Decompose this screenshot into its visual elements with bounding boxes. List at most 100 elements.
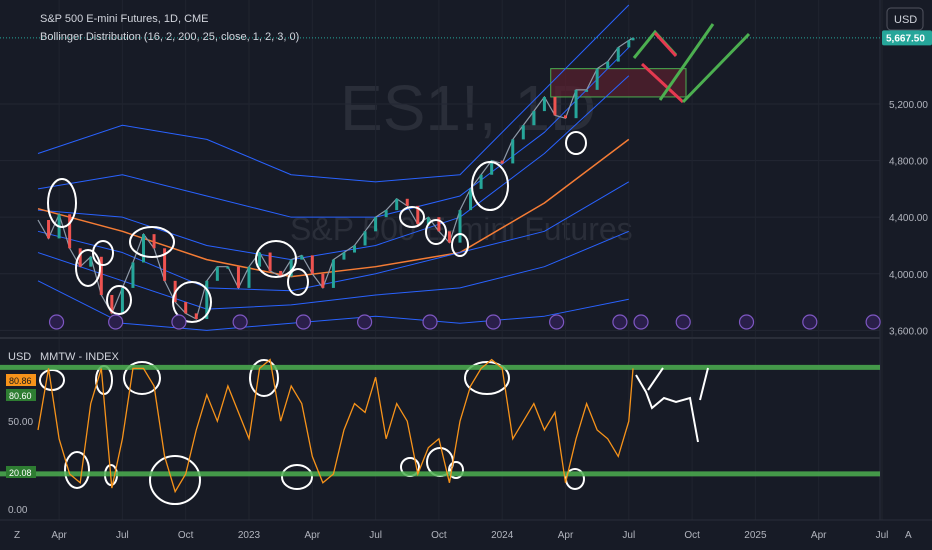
dividend-marker[interactable] <box>295 314 312 330</box>
circle-annotation[interactable] <box>565 131 587 155</box>
price-candle <box>321 273 325 288</box>
price-candle <box>564 115 567 119</box>
price-tick-label: 3,600.00 <box>889 326 928 337</box>
circle-annotation[interactable] <box>172 281 212 323</box>
circle-annotation[interactable] <box>106 285 132 315</box>
upper-level-badge <box>6 389 36 401</box>
circle-annotation[interactable] <box>281 464 313 490</box>
price-candle <box>553 96 557 116</box>
price-candle <box>384 210 388 218</box>
dividend-marker[interactable] <box>738 314 755 330</box>
price-tick-label: 4,400.00 <box>889 213 928 224</box>
circle-annotation[interactable] <box>448 461 464 479</box>
dividend-marker[interactable] <box>612 314 628 330</box>
dividend-marker[interactable] <box>485 314 501 330</box>
projection-rally-stroke[interactable] <box>681 32 751 104</box>
circle-annotation[interactable] <box>255 240 297 278</box>
circle-annotation[interactable] <box>129 226 175 258</box>
dividend-marker[interactable] <box>357 314 373 330</box>
circle-annotation[interactable] <box>287 268 309 296</box>
zoom-button[interactable]: Z <box>14 530 20 541</box>
lower-pane-title[interactable]: MMTW - INDEX <box>40 351 119 363</box>
price-tick-label: 5,200.00 <box>889 100 928 111</box>
price-candle <box>163 248 167 281</box>
upper-level-text: 80.60 <box>9 391 32 401</box>
indicator-label[interactable]: Bollinger Distribution (16, 2, 200, 25, … <box>40 31 299 43</box>
lower-currency-button[interactable]: USD <box>8 351 31 363</box>
oscillator-projection-stroke-2[interactable] <box>699 367 709 401</box>
price-tick-label: 4,800.00 <box>889 157 928 168</box>
projection-down-stroke-2[interactable] <box>653 31 678 58</box>
dividend-marker[interactable] <box>802 314 818 330</box>
time-tick-label: Apr <box>51 530 67 541</box>
dividend-marker[interactable] <box>232 314 248 330</box>
price-candle <box>310 255 314 274</box>
circle-annotation[interactable] <box>451 233 469 257</box>
dividend-marker[interactable] <box>422 314 438 330</box>
projection-drawing[interactable] <box>632 23 751 104</box>
projection-down-stroke[interactable] <box>640 62 685 104</box>
price-candle <box>205 280 209 320</box>
dividend-marker[interactable] <box>675 314 691 330</box>
time-tick-label: Apr <box>558 530 574 541</box>
time-axis[interactable]: Apr Jul Oct 2023 Apr Jul Oct 2024 Apr Jul Oct 2025 A… <box>51 530 888 541</box>
time-tick-label: Jul <box>369 530 382 541</box>
dividend-marker[interactable] <box>48 314 65 330</box>
price-candle <box>500 160 504 164</box>
lower-level-badge <box>6 466 36 478</box>
price-candle <box>426 217 430 225</box>
projection-rally-stroke-2[interactable] <box>658 23 715 101</box>
price-candle <box>479 174 483 189</box>
band-upper_2 <box>37 47 630 218</box>
circle-annotation[interactable] <box>123 361 161 395</box>
currency-button[interactable] <box>886 7 924 31</box>
price-axis[interactable]: 5,200.00 4,800.00 4,400.00 4,000.00 3,600.00 <box>889 100 928 337</box>
earnings-marker[interactable] <box>633 314 649 330</box>
price-candle <box>110 294 114 314</box>
auto-scale-button[interactable]: A <box>905 530 912 541</box>
circle-annotation[interactable] <box>425 219 447 245</box>
circle-annotation[interactable] <box>464 361 510 395</box>
circle-annotation[interactable] <box>249 359 279 397</box>
dividend-marker[interactable] <box>549 314 565 330</box>
price-candle <box>574 89 578 119</box>
price-candle <box>279 270 283 277</box>
chart-title: S&P 500 E-mini Futures, 1D, CME <box>40 13 209 25</box>
annotation-circles-main[interactable] <box>47 131 587 323</box>
oscillator-axis[interactable]: 50.00 0.00 <box>8 417 33 516</box>
price-candle <box>78 248 82 267</box>
price-candle <box>215 266 219 281</box>
circle-annotation[interactable] <box>149 455 201 505</box>
oscillator-line <box>37 358 634 494</box>
dividend-marker[interactable] <box>865 314 881 330</box>
circle-annotation[interactable] <box>47 178 77 228</box>
price-candle <box>258 252 262 267</box>
oscillator-projection-stroke[interactable] <box>647 367 664 391</box>
circle-annotation[interactable] <box>92 240 114 266</box>
oscillator-levels <box>0 364 880 477</box>
dividend-marker[interactable] <box>108 314 124 330</box>
price-candle <box>331 259 335 288</box>
dividend-marker[interactable] <box>171 314 187 330</box>
circle-annotation[interactable] <box>471 161 509 211</box>
oscillator-tick-label: 0.00 <box>8 505 28 516</box>
price-candle <box>374 217 378 232</box>
price-candle <box>627 40 631 48</box>
oscillator-projection-drawing[interactable] <box>635 374 699 443</box>
price-candle <box>194 313 198 320</box>
price-candle <box>353 245 356 253</box>
currency-button-label: USD <box>894 14 917 26</box>
circle-annotation[interactable] <box>75 249 101 287</box>
circle-annotation[interactable] <box>64 451 90 489</box>
circle-annotation[interactable] <box>399 206 425 228</box>
event-markers[interactable] <box>48 314 881 330</box>
price-candle <box>447 231 451 243</box>
price-candle <box>184 302 188 314</box>
main-grid <box>0 103 880 331</box>
price-candle <box>152 234 156 249</box>
price-candle <box>606 61 610 69</box>
price-candle <box>47 220 51 239</box>
time-tick-label: 2023 <box>238 530 261 541</box>
